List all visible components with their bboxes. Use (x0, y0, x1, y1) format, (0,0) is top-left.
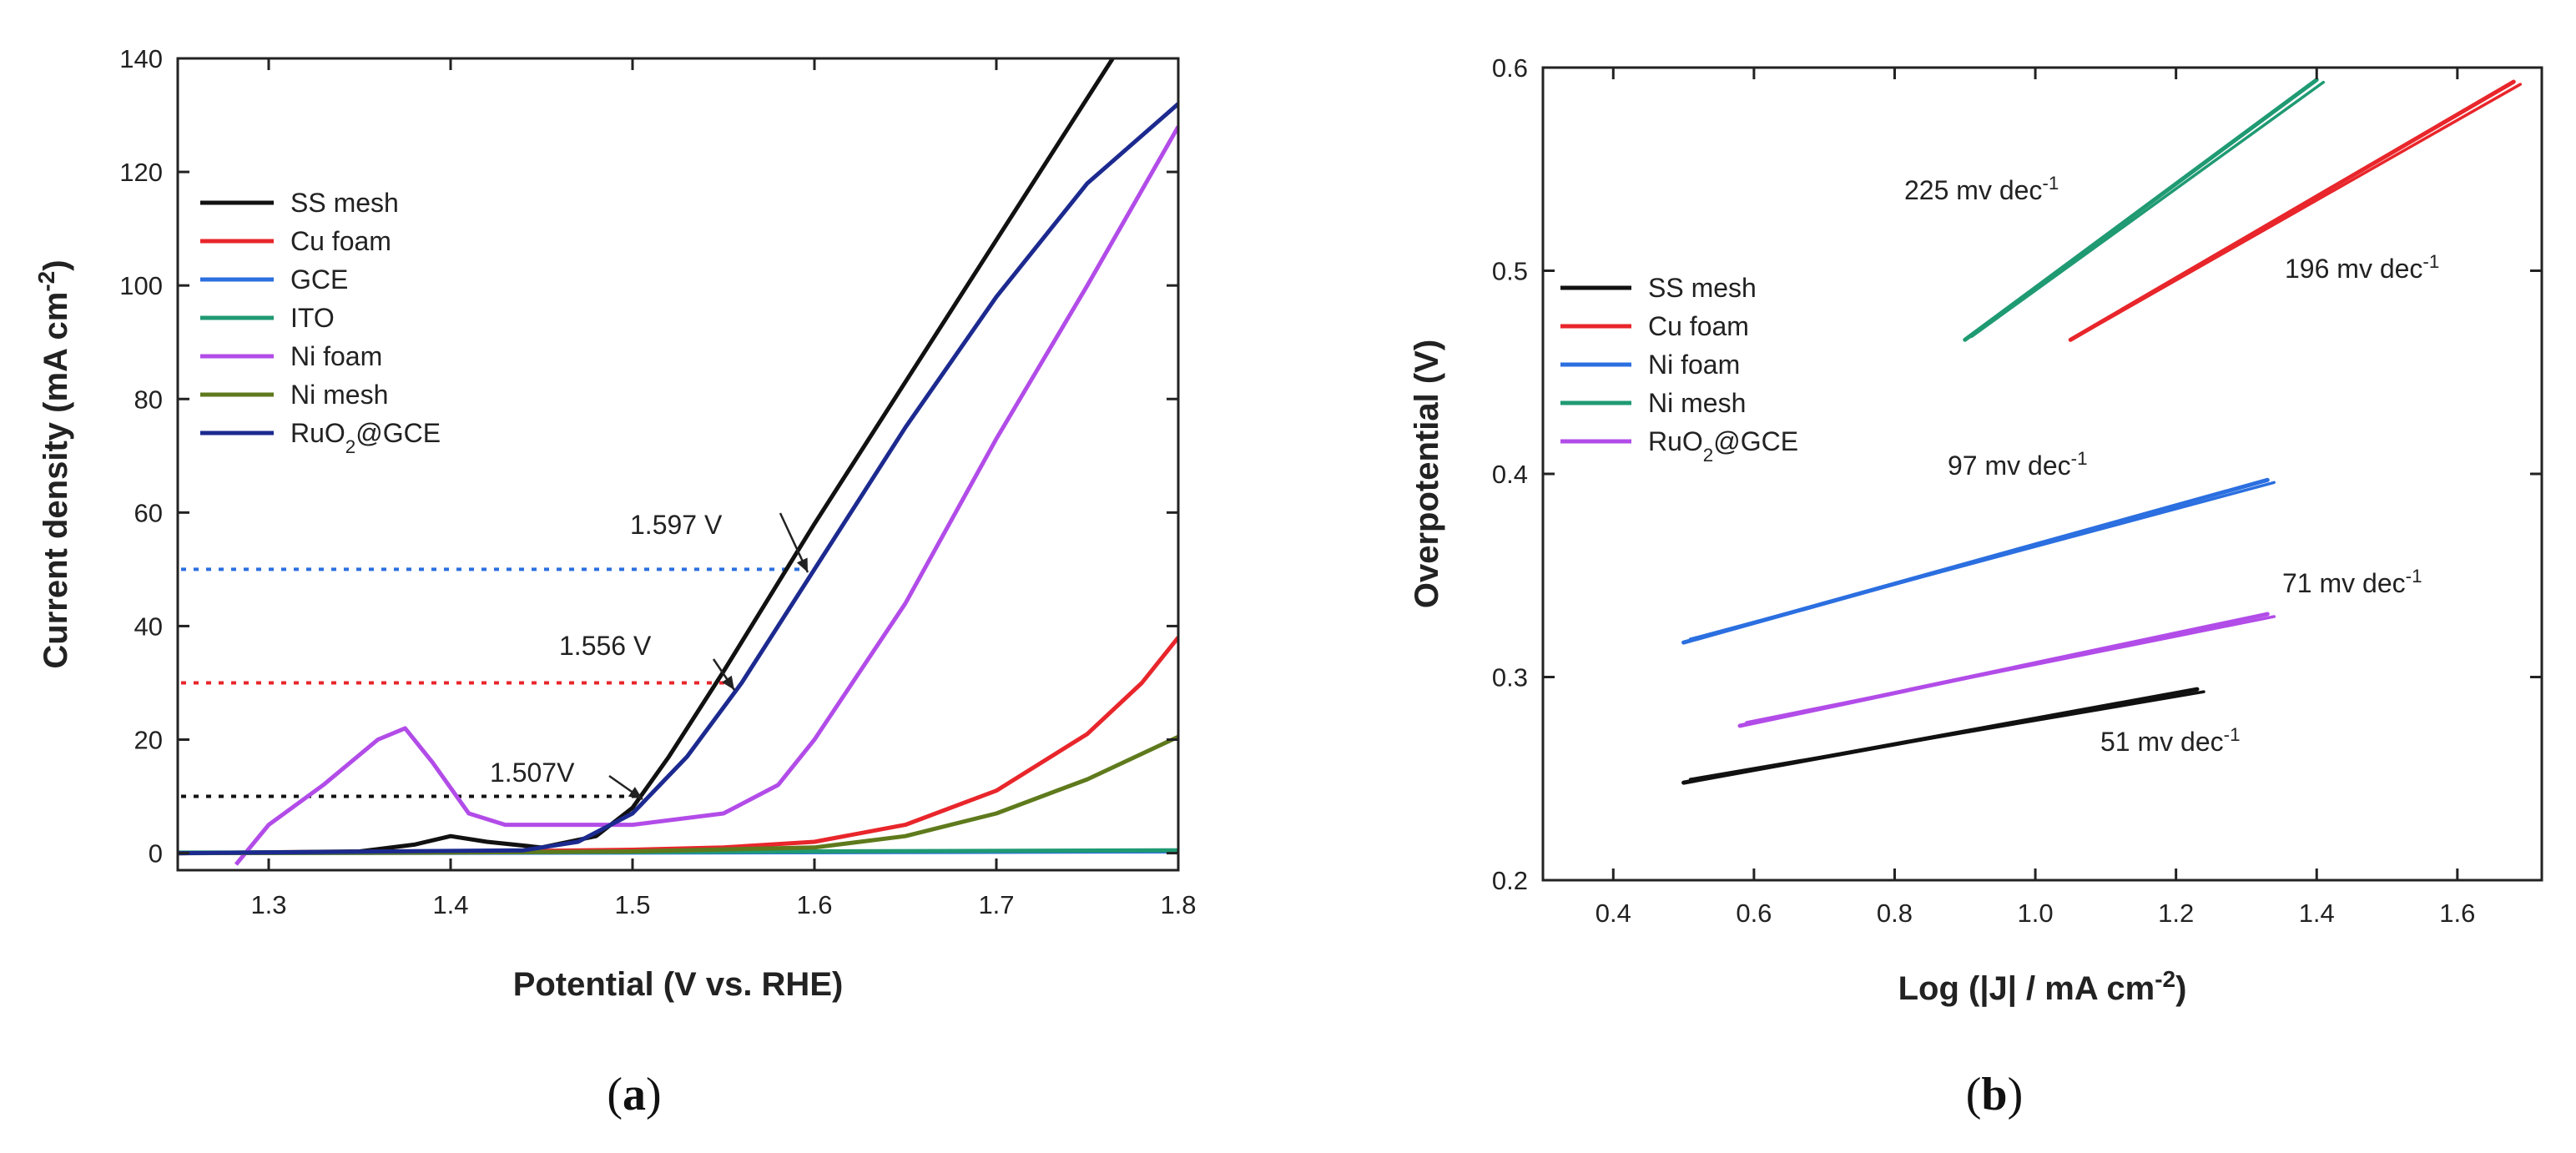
reference-annotation-1: 1.597 V (630, 510, 723, 540)
annotation-arrow-head (722, 675, 734, 690)
y-tick-label: 140 (119, 44, 163, 73)
slope-annotation: 51 mv dec-1 (2100, 724, 2241, 758)
x-tick-label: 1.7 (978, 890, 1014, 919)
y-tick-label: 0.5 (1492, 257, 1528, 286)
panel-label-a: (a) (607, 1069, 661, 1120)
x-tick-label: 1.0 (2018, 899, 2054, 928)
series-fit-line-5 (1745, 615, 2276, 724)
legend-label: RuO2@GCE (290, 418, 441, 457)
x-axis-label: Potential (V vs. RHE) (513, 966, 844, 1003)
y-tick-label: 120 (119, 158, 163, 187)
slope-annotation: 97 mv dec-1 (1948, 448, 2088, 481)
x-tick-label: 1.6 (2439, 899, 2475, 928)
legend-label: ITO (290, 303, 335, 333)
series-line-4 (1963, 78, 2319, 342)
chart-panel-b: 0.2 0.3 0.4 0.5 0.6 0.4 0.6 0.8 1.0 1.2 1.4 1.6 Log … (1409, 53, 2543, 1120)
chart-panel-a: 0 20 40 60 80 100 120 140 1.3 1.4 1.5 1.6 1.7 1.8 Pote… (33, 44, 1197, 1120)
slope-annotation: 196 mv dec-1 (2285, 251, 2439, 284)
legend-label: SS mesh (1648, 273, 1757, 303)
x-tick-label: 0.8 (1877, 899, 1913, 928)
y-tick-label: 0.6 (1492, 53, 1528, 83)
legend-label: Ni mesh (290, 380, 388, 410)
series-fit-line-3 (1688, 481, 2276, 641)
y-tick-label: 100 (119, 271, 163, 300)
x-tick-label: 0.6 (1736, 899, 1772, 928)
series-fit-line-2 (2075, 83, 2523, 339)
x-tick-label: 1.2 (2158, 899, 2194, 928)
reference-annotation-2: 1.556 V (559, 631, 652, 661)
x-axis-label: Log (|J| / mA cm-2) (1898, 966, 2187, 1008)
y-tick-label: 60 (134, 498, 163, 527)
plot-frame-a (176, 57, 1180, 872)
series-line-1 (178, 58, 1115, 856)
y-tick-label: 80 (134, 385, 163, 414)
y-axis-label: Overpotential (V) (1409, 340, 1445, 608)
series-line-5 (234, 125, 1178, 866)
legend-label: Ni mesh (1648, 388, 1746, 418)
legend-label: Cu foam (1648, 311, 1749, 341)
x-tick-label: 1.4 (2299, 899, 2335, 928)
y-tick-label: 0.3 (1492, 663, 1528, 692)
panel-label-b: (b) (1966, 1069, 2023, 1120)
legend-label: SS mesh (290, 188, 399, 218)
y-axis-label: Current density (mA cm-2) (33, 259, 75, 668)
x-tick-label: 1.5 (614, 890, 650, 919)
series-group-a (178, 58, 1178, 866)
y-tick-label: 0.2 (1492, 866, 1528, 895)
x-tick-label: 1.3 (250, 890, 286, 919)
annotation-arrow-head (628, 787, 643, 799)
legend-label: RuO2@GCE (1648, 426, 1798, 466)
slope-annotation: 225 mv dec-1 (1904, 173, 2059, 206)
series-fit-line-1 (1688, 690, 2205, 781)
x-tick-label: 0.4 (1596, 899, 1631, 928)
legend-label: Ni foam (290, 341, 382, 371)
legend-label: Ni foam (1648, 350, 1740, 380)
y-tick-label: 20 (134, 726, 163, 755)
y-tick-label: 0.4 (1492, 460, 1528, 489)
series-line-6 (178, 734, 1178, 856)
reference-annotation-3: 1.507V (490, 758, 575, 788)
legend-label: Cu foam (290, 226, 391, 256)
annotation-arrow-head (796, 557, 808, 572)
legend-label: GCE (290, 264, 348, 295)
series-fit-line-4 (1970, 80, 2326, 339)
x-tick-label: 1.4 (432, 890, 468, 919)
slope-annotation: 71 mv dec-1 (2282, 566, 2422, 599)
x-tick-label: 1.6 (796, 890, 832, 919)
y-tick-label: 0 (149, 839, 163, 869)
y-tick-label: 40 (134, 612, 163, 641)
series-line-7 (178, 102, 1178, 856)
x-tick-label: 1.8 (1160, 890, 1196, 919)
